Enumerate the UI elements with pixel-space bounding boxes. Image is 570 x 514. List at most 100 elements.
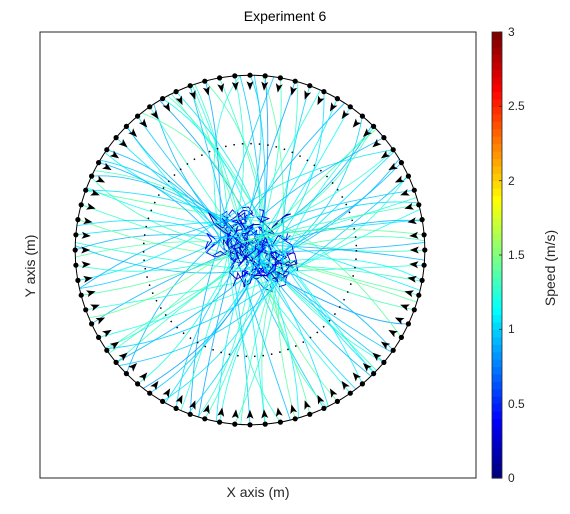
agent-marker [381, 359, 387, 365]
agent-marker [73, 262, 79, 268]
colorbar-tick-label: 2 [508, 173, 515, 188]
agent-marker [147, 390, 153, 396]
agent-marker [113, 359, 119, 365]
trajectory-path [75, 234, 425, 261]
colorbar-segment [492, 277, 502, 286]
heading-arrow [372, 352, 382, 362]
colorbar-segment [492, 202, 502, 211]
heading-arrow [409, 231, 419, 239]
heading-arrow [83, 217, 93, 225]
heading-arrow [231, 81, 239, 91]
agent-marker [422, 247, 428, 253]
trajectory-path [197, 77, 282, 418]
heading-arrow [290, 86, 298, 96]
heading-arrow [138, 118, 148, 128]
agent-marker [307, 411, 313, 417]
colorbar-segment [492, 373, 502, 382]
agent-marker [277, 75, 283, 81]
colorbar-segment [492, 255, 502, 264]
heading-arrow [86, 290, 96, 298]
agent-marker [202, 78, 208, 84]
trajectory-path-slow [271, 213, 291, 229]
agent-marker [104, 147, 110, 153]
agent-layer [72, 72, 428, 428]
agent-marker [334, 398, 340, 404]
agent-marker [247, 72, 253, 78]
heading-arrow [175, 394, 183, 405]
colorbar-segment [492, 173, 502, 182]
heading-arrow [128, 128, 138, 138]
colorbar-segment [492, 165, 502, 174]
agent-marker [83, 307, 89, 313]
trajectory-path [76, 219, 423, 240]
colorbar-segment [492, 143, 502, 152]
agent-marker [262, 73, 268, 79]
agent-marker [334, 96, 340, 102]
colorbar-segment [492, 69, 502, 78]
agent-marker [187, 83, 193, 89]
heading-arrow [341, 380, 350, 391]
heading-arrow [246, 409, 254, 419]
heading-arrow [329, 102, 338, 112]
agent-marker [173, 89, 179, 95]
agent-marker [202, 416, 208, 422]
heading-arrow [102, 162, 112, 171]
agent-marker [381, 135, 387, 141]
colorbar-segment [492, 121, 502, 130]
trajectory-path-slow [259, 209, 271, 223]
heading-arrow [231, 409, 239, 419]
colorbar-segment [492, 195, 502, 204]
colorbar-tick-label: 3 [508, 25, 515, 39]
colorbar-segment [492, 396, 502, 405]
heading-arrow [175, 95, 183, 106]
agent-marker [89, 173, 95, 179]
heading-arrow [188, 90, 196, 100]
heading-arrow [90, 304, 100, 312]
agent-marker [277, 419, 283, 425]
trajectory-path-slow [230, 239, 248, 254]
heading-arrow [86, 202, 96, 210]
colorbar-segment [492, 359, 502, 368]
agent-marker [232, 73, 238, 79]
heading-arrow [290, 404, 298, 414]
heading-arrow [352, 372, 362, 382]
colorbar-segment [492, 136, 502, 145]
trajectory-path-slow [241, 269, 249, 279]
colorbar-segment [492, 388, 502, 397]
colorbar-segment [492, 455, 502, 464]
heading-arrow [261, 409, 269, 419]
agent-marker [96, 334, 102, 340]
trajectory-path [137, 115, 385, 363]
heading-arrow [329, 388, 338, 398]
agent-marker [262, 421, 268, 427]
colorbar-segment [492, 180, 502, 189]
agent-marker [359, 381, 365, 387]
heading-arrow [388, 329, 398, 338]
heading-arrow [162, 102, 171, 112]
trajectory-path-slow [204, 232, 216, 250]
agent-marker [321, 89, 327, 95]
colorbar-segment [492, 128, 502, 137]
agent-marker [247, 422, 253, 428]
trajectory-path-slow [205, 242, 227, 258]
heading-arrow [202, 86, 210, 96]
trajectory-path [106, 236, 425, 351]
heading-arrow [394, 175, 405, 183]
heading-arrow [404, 290, 414, 298]
colorbar-segment [492, 188, 502, 197]
heading-arrow [409, 261, 419, 269]
heading-arrow [109, 341, 120, 350]
agent-marker [419, 217, 425, 223]
agent-marker [390, 347, 396, 353]
trajectory-path-slow [282, 252, 298, 275]
heading-arrow [352, 118, 362, 128]
inner-dotted-circle [142, 142, 358, 358]
heading-arrow [317, 394, 325, 405]
agent-marker [147, 104, 153, 110]
colorbar-segment [492, 321, 502, 330]
heading-arrow [217, 83, 225, 93]
agent-marker [187, 411, 193, 417]
chart-title: Experiment 6 [243, 8, 327, 24]
trajectory-layer [75, 75, 425, 425]
agent-marker [72, 247, 78, 253]
